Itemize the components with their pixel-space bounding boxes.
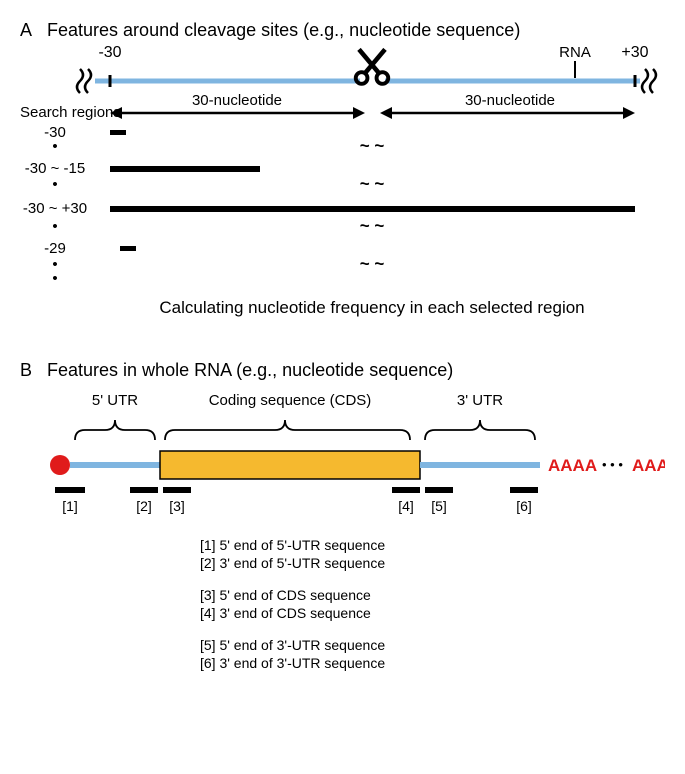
bar-row2 [110,166,260,172]
region-bar-6 [510,487,538,493]
region-bar-2 [130,487,158,493]
span-left-label: 30-nucleotide [192,92,282,109]
wavy-left [77,69,91,93]
panel-a-title: Features around cleavage sites (e.g., nu… [47,20,520,40]
panel-a-letter: A [20,20,42,41]
panel-b: B Features in whole RNA (e.g., nucleotid… [20,360,665,730]
panel-b-letter: B [20,360,42,381]
polyA-dots: • • • [602,457,623,472]
tilde-1: ~ ~ [360,136,385,155]
panel-b-title: Features in whole RNA (e.g., nucleotide … [47,360,453,380]
region-bars: [1] [2] [3] [4] [5] [6] [55,487,538,514]
brace-cds [165,420,410,440]
label-neg30: -30 [98,45,121,61]
label-pos30: +30 [621,45,648,61]
region-num-4: [4] [398,498,414,514]
span-arrow-right: 30-nucleotide [380,92,635,119]
bar-row4 [110,206,635,212]
region-bar-4 [392,487,420,493]
row-6: -29 [44,240,66,257]
row-1: • [52,138,57,155]
legend: [1] 5' end of 5'-UTR sequence [2] 3' end… [200,537,385,671]
tilde-4: ~ ~ [360,254,385,273]
row-2: -30 ~ -15 [25,160,85,177]
panel-b-svg: 5' UTR Coding sequence (CDS) 3' UTR AAAA… [20,385,665,725]
region-num-2: [2] [136,498,152,514]
legend-0: [1] 5' end of 5'-UTR sequence [200,537,385,553]
region-num-3: [3] [169,498,185,514]
tilde-3: ~ ~ [360,216,385,235]
panel-a-header: A Features around cleavage sites (e.g., … [20,20,665,41]
region-num-5: [5] [431,498,447,514]
panel-a: A Features around cleavage sites (e.g., … [20,20,665,340]
legend-6: [5] 5' end of 3'-UTR sequence [200,637,385,653]
tilde-2: ~ ~ [360,174,385,193]
scissors-icon [356,49,389,83]
polyA-left: AAAA [548,456,597,475]
region-num-6: [6] [516,498,532,514]
brace-5utr [75,420,155,440]
panel-b-header: B Features in whole RNA (e.g., nucleotid… [20,360,665,381]
panel-a-caption: Calculating nucleotide frequency in each… [159,298,584,317]
region-bar-3 [163,487,191,493]
legend-1: [2] 3' end of 5'-UTR sequence [200,555,385,571]
row-4: -30 ~ +30 [23,200,87,217]
panel-a-svg: -30 +30 RNA 30-nucleotide [20,45,665,335]
row-3: • [52,176,57,193]
bar-row6 [120,246,136,251]
label-5utr: 5' UTR [92,392,138,409]
row-8: • [52,270,57,287]
region-bar-5 [425,487,453,493]
span-right-label: 30-nucleotide [465,92,555,109]
label-cds: Coding sequence (CDS) [209,392,372,409]
cap-circle [50,455,70,475]
span-arrow-left: 30-nucleotide [110,92,365,119]
legend-3: [3] 5' end of CDS sequence [200,587,371,603]
row-5: • [52,218,57,235]
region-num-1: [1] [62,498,78,514]
region-bar-1 [55,487,85,493]
search-rows: -30 • ~ ~ -30 ~ -15 • ~ ~ -30 ~ +30 • ~ … [23,124,635,287]
polyA-right: AAA [632,456,665,475]
legend-7: [6] 3' end of 3'-UTR sequence [200,655,385,671]
search-regions-label: Search regions [20,104,121,121]
wavy-right [642,69,656,93]
bar-row0 [110,130,126,135]
brace-3utr [425,420,535,440]
label-3utr: 3' UTR [457,392,503,409]
label-rna: RNA [559,45,591,61]
cds-box [160,451,420,479]
legend-4: [4] 3' end of CDS sequence [200,605,371,621]
